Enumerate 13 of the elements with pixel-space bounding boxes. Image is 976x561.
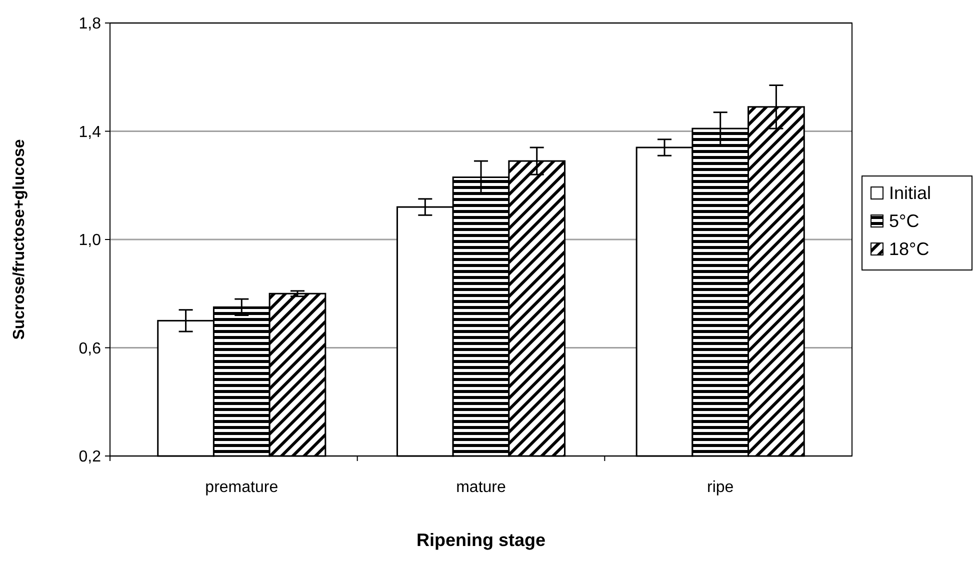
x-tick-label: ripe	[707, 479, 734, 496]
x-tick-label: premature	[205, 479, 278, 496]
y-tick-label: 1,8	[78, 16, 102, 33]
y-tick-label: 1,0	[78, 232, 102, 250]
y-tick-label: 0,6	[78, 340, 102, 358]
y-tick-label: 1,4	[78, 124, 102, 141]
legend-label: 18°C	[889, 239, 930, 259]
x-axis-title: Ripening stage	[416, 530, 546, 550]
y-axis-title: Sucrose/fructose+glucose	[11, 139, 28, 340]
legend-label: 5°C	[889, 211, 920, 231]
y-tick-label: 0,2	[78, 448, 102, 466]
x-tick-label: mature	[456, 479, 506, 496]
legend-label: Initial	[889, 183, 932, 203]
